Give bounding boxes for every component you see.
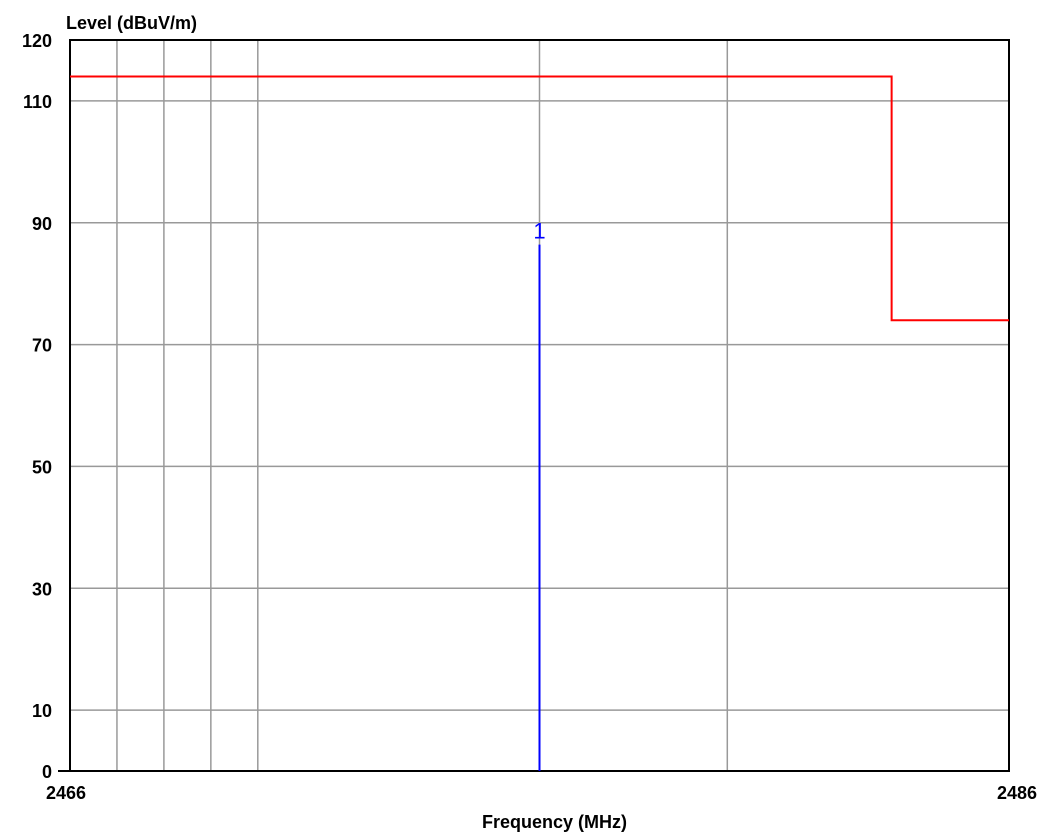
y-tick-label: 120	[22, 31, 52, 51]
y-tick-label: 10	[32, 701, 52, 721]
y-axis-title: Level (dBuV/m)	[66, 13, 197, 33]
y-tick-label: 70	[32, 336, 52, 356]
x-axis-ticks: 2466 2486	[46, 783, 1037, 803]
chart-series: 1	[70, 75, 1009, 771]
x-axis-title: Frequency (MHz)	[482, 812, 627, 832]
y-tick-label: 110	[23, 92, 52, 112]
y-tick-label: 50	[32, 457, 52, 477]
y-axis-ticks: 0 10 30 50 70 90 110 120	[22, 31, 70, 782]
marker-label: 1	[533, 219, 545, 244]
y-tick-label: 0	[42, 762, 52, 782]
x-tick-label: 2466	[46, 783, 86, 803]
x-tick-label: 2486	[997, 783, 1037, 803]
y-tick-label: 30	[32, 579, 52, 599]
limit-line	[70, 75, 1009, 322]
y-tick-label: 90	[32, 214, 52, 234]
